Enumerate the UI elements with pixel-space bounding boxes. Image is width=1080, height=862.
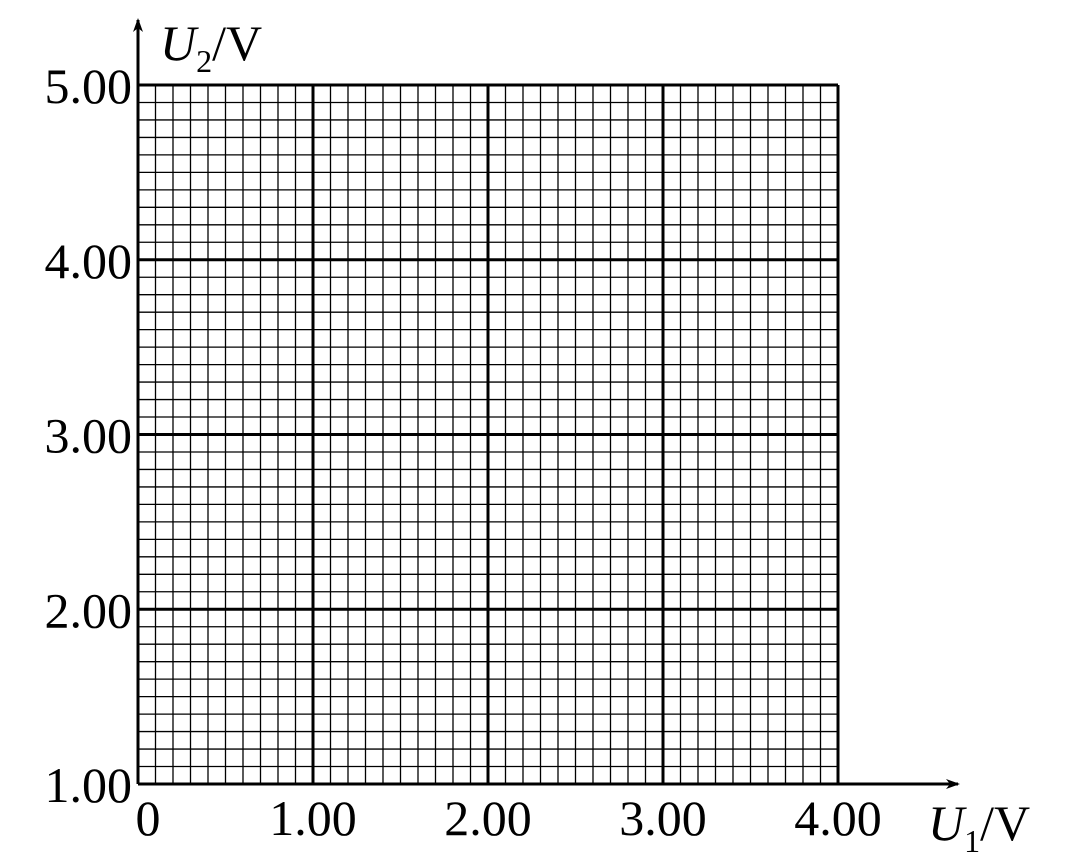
y-tick-label: 2.00 [45, 582, 133, 638]
x-label-symbol: U [928, 795, 967, 851]
x-tick-label: 3.00 [619, 790, 707, 846]
x-tick-label: 0 [136, 790, 161, 846]
y-label-unit: /V [212, 15, 262, 71]
y-axis-label: U2/V [160, 15, 262, 79]
y-tick-label: 5.00 [45, 58, 133, 114]
x-tick-label: 2.00 [444, 790, 532, 846]
x-label-subscript: 1 [964, 823, 980, 859]
x-label-unit: /V [980, 795, 1030, 851]
y-tick-label: 3.00 [45, 408, 133, 464]
y-tick-label: 1.00 [45, 757, 133, 813]
x-axis-label: U1/V [928, 795, 1030, 859]
y-label-subscript: 2 [196, 43, 212, 79]
y-tick-label: 4.00 [45, 233, 133, 289]
x-tick-label: 1.00 [269, 790, 357, 846]
x-tick-label: 4.00 [794, 790, 882, 846]
y-label-symbol: U [160, 15, 199, 71]
